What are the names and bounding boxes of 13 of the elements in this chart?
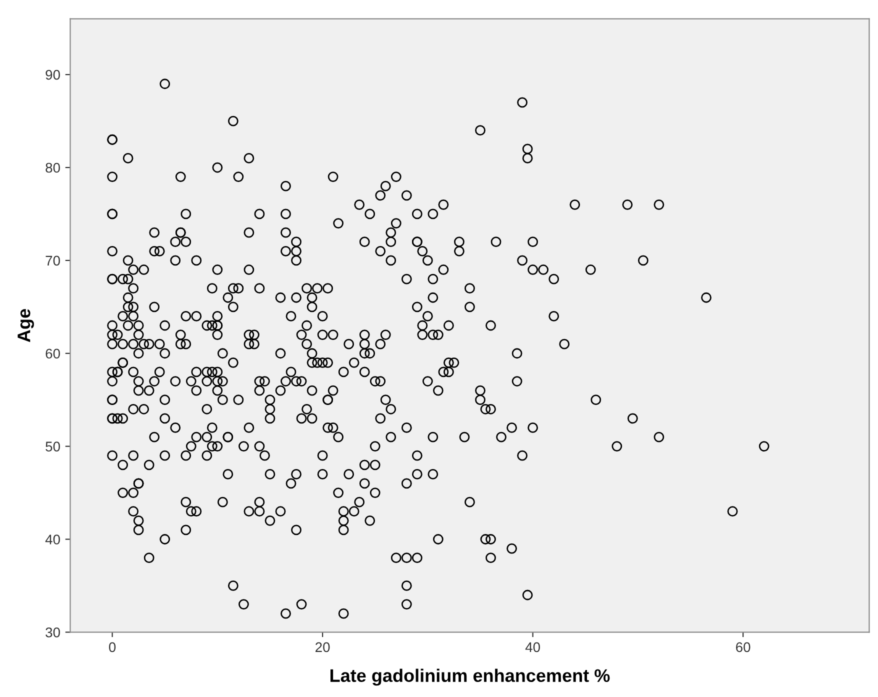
y-tick-label: 30 <box>46 628 60 638</box>
y-tick-label: 40 <box>45 534 60 544</box>
x-tick-label: 0 <box>108 642 116 652</box>
y-axis-title: Age <box>18 309 34 342</box>
y-tick-label: 60 <box>46 348 60 359</box>
x-tick-label: 40 <box>525 642 540 652</box>
y-tick-label: 80 <box>46 162 60 173</box>
y-tick-label: 50 <box>46 442 60 452</box>
y-tick-label: 90 <box>46 70 60 80</box>
x-tick-label: 20 <box>316 642 330 652</box>
x-axis-title: Late gadolinium enhancement % <box>330 668 610 686</box>
y-tick-label: 70 <box>46 256 60 266</box>
x-tick-label: 60 <box>736 642 750 652</box>
